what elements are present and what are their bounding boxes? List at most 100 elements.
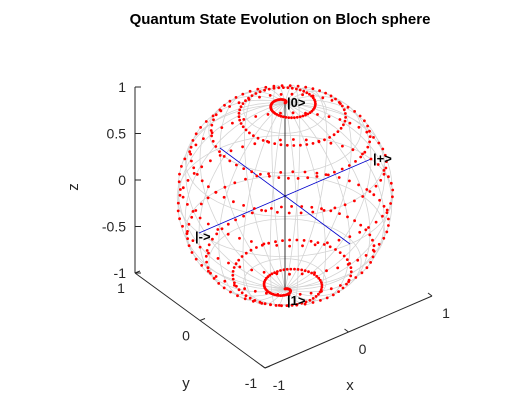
trajectory-point [223, 155, 226, 158]
trajectory-point [242, 125, 245, 128]
trajectory-point [195, 144, 198, 147]
trajectory-point [263, 89, 266, 92]
trajectory-point [248, 132, 251, 135]
trajectory-point [293, 268, 296, 271]
trajectory-point [341, 168, 344, 171]
trajectory-point [229, 100, 232, 103]
trajectory-point [372, 256, 375, 259]
trajectory-point [368, 234, 371, 237]
trajectory-point [290, 116, 293, 119]
trajectory-point [258, 96, 261, 99]
trajectory-point [240, 122, 243, 125]
trajectory-point [276, 270, 279, 273]
trajectory-point [381, 215, 384, 218]
trajectory-point [326, 297, 329, 300]
trajectory-point [209, 159, 212, 162]
trajectory-point [359, 156, 362, 159]
chart-title: Quantum State Evolution on Bloch sphere [130, 11, 431, 28]
trajectory-point [233, 181, 236, 184]
x-axis-label: x [346, 377, 354, 394]
trajectory-point [212, 118, 215, 121]
trajectory-point [256, 88, 259, 91]
trajectory-point [195, 132, 198, 135]
trajectory-point [386, 209, 389, 212]
trajectory-point [342, 123, 345, 126]
trajectory-point [305, 139, 308, 142]
trajectory-point [227, 223, 230, 226]
trajectory-point [321, 283, 324, 286]
trajectory-point [250, 240, 253, 243]
trajectory-point [250, 249, 253, 252]
trajectory-point [312, 301, 315, 304]
trajectory-point [220, 126, 223, 129]
state-label: |1> [287, 293, 306, 308]
trajectory-point [383, 173, 386, 176]
trajectory-point [178, 173, 181, 176]
trajectory-point [310, 240, 313, 243]
trajectory-point [274, 240, 277, 243]
trajectory-point [253, 142, 256, 145]
trajectory-point [344, 203, 347, 206]
trajectory-point [306, 176, 309, 179]
trajectory-point [281, 239, 284, 242]
trajectory-point [200, 165, 203, 168]
y-tick [265, 366, 270, 368]
trajectory-point [378, 243, 381, 246]
trajectory-point [332, 294, 335, 297]
trajectory-point [366, 266, 369, 269]
trajectory-point [199, 246, 202, 249]
trajectory-point [238, 288, 241, 291]
trajectory-point [304, 112, 307, 115]
trajectory-point [312, 297, 315, 300]
trajectory-point [304, 269, 307, 272]
trajectory-point [277, 86, 280, 89]
trajectory-point [242, 102, 245, 105]
trajectory-point [215, 233, 218, 236]
trajectory-point [238, 266, 241, 269]
trajectory-point [211, 238, 214, 241]
trajectory-point [338, 176, 341, 179]
trajectory-point [300, 212, 303, 215]
trajectory-point [236, 294, 239, 297]
trajectory-point [217, 257, 220, 260]
trajectory-point [267, 242, 270, 245]
trajectory-point [238, 237, 241, 240]
trajectory-point [210, 124, 213, 127]
trajectory-point [207, 185, 210, 188]
trajectory-point [242, 204, 245, 207]
trajectory-point [312, 142, 315, 145]
trajectory-point [194, 209, 197, 212]
trajectory-point [199, 126, 202, 129]
trajectory-point [287, 86, 290, 89]
trajectory-point [297, 85, 300, 88]
trajectory-point [217, 282, 220, 285]
x-tick-label: -1 [273, 377, 286, 393]
trajectory-point [316, 175, 319, 178]
trajectory-point [235, 262, 238, 265]
trajectory-point [328, 136, 331, 139]
trajectory-point [341, 105, 344, 108]
trajectory-point [273, 85, 276, 88]
trajectory-point [280, 304, 283, 307]
trajectory-point [266, 140, 269, 143]
trajectory-point [192, 166, 195, 169]
trajectory-point [280, 93, 283, 96]
trajectory-point [344, 120, 347, 123]
trajectory-point [199, 217, 202, 220]
trajectory-point [372, 193, 375, 196]
trajectory-point [386, 211, 389, 214]
trajectory-point [338, 239, 341, 242]
trajectory-point [241, 93, 244, 96]
trajectory-point [206, 249, 209, 252]
trajectory-point [180, 165, 183, 168]
trajectory-point [292, 144, 295, 147]
y-tick-label: 1 [117, 280, 125, 296]
trajectory-point [230, 149, 233, 152]
trajectory-point [270, 207, 273, 210]
trajectory-point [349, 275, 352, 278]
trajectory-point [188, 244, 191, 247]
trajectory-point [385, 231, 388, 234]
trajectory-point [339, 284, 342, 287]
trajectory-point [373, 250, 376, 253]
trajectory-point [269, 303, 272, 306]
